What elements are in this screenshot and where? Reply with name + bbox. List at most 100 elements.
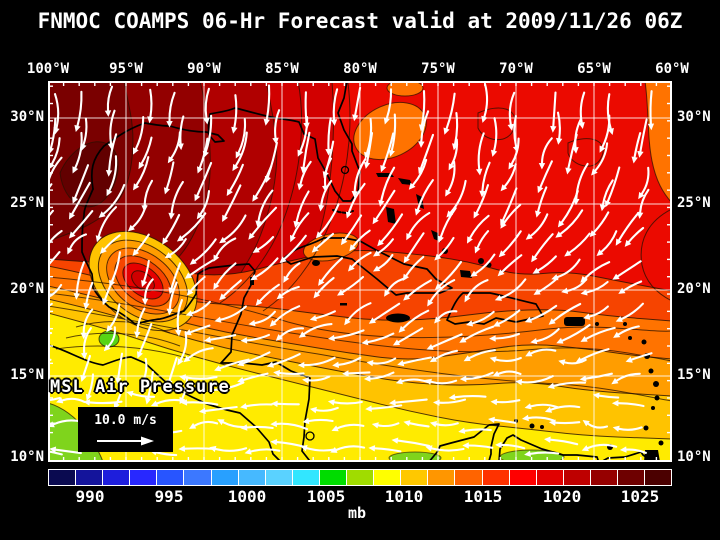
wind-scale-arrow-icon bbox=[97, 436, 154, 446]
lat-label: 30°N bbox=[10, 109, 44, 125]
wind-arrow-head bbox=[269, 319, 277, 327]
wind-arrow bbox=[467, 444, 494, 449]
wind-arrow-head bbox=[197, 166, 203, 174]
wind-arrow-head bbox=[213, 254, 220, 262]
wind-arrow bbox=[598, 394, 620, 399]
wind-arrow bbox=[375, 189, 396, 220]
wind-arrow-head bbox=[255, 298, 263, 306]
wind-arrow bbox=[437, 236, 455, 258]
wind-arrow-head bbox=[177, 358, 184, 366]
colorbar-cell bbox=[292, 470, 319, 485]
wind-arrow bbox=[556, 111, 561, 140]
colorbar-cell bbox=[103, 470, 130, 485]
wind-arrow bbox=[209, 334, 237, 341]
wind-arrow bbox=[380, 213, 404, 243]
wind-arrow bbox=[168, 357, 178, 382]
wind-arrow bbox=[106, 85, 114, 112]
wind-arrow bbox=[552, 381, 587, 387]
wind-arrow bbox=[586, 443, 618, 450]
wind-arrow bbox=[431, 333, 463, 348]
wind-arrow-head bbox=[217, 419, 225, 426]
wind-arrow bbox=[563, 358, 587, 365]
wind-arrow bbox=[274, 109, 281, 140]
wind-arrow-head bbox=[581, 445, 589, 452]
wind-arrow bbox=[275, 422, 309, 431]
wind-arrow bbox=[320, 257, 344, 282]
wind-arrow-head bbox=[498, 250, 506, 258]
wind-arrow bbox=[332, 88, 339, 121]
wind-arrow bbox=[333, 400, 363, 405]
wind-arrow-head bbox=[331, 425, 339, 432]
wind-arrow-head bbox=[186, 288, 194, 296]
wind-arrow-head bbox=[497, 269, 505, 277]
wind-arrow bbox=[537, 186, 548, 213]
wind-arrow-head bbox=[244, 448, 252, 455]
wind-arrow bbox=[420, 89, 426, 126]
wind-arrow bbox=[212, 381, 245, 392]
wind-arrow bbox=[554, 421, 581, 425]
wind-arrow bbox=[465, 371, 494, 380]
colorbar-tick-label: 1000 bbox=[227, 487, 267, 506]
wind-arrow-head bbox=[565, 167, 572, 175]
wind-arrow bbox=[276, 402, 300, 406]
wind-arrow bbox=[430, 379, 458, 385]
wind-arrow-head bbox=[344, 318, 351, 326]
wind-arrow bbox=[303, 356, 336, 367]
wind-arrow bbox=[138, 323, 153, 354]
lon-label: 75°W bbox=[421, 61, 455, 77]
wind-arrow-head bbox=[196, 212, 204, 220]
wind-arrow bbox=[185, 401, 219, 406]
wind-arrow-head bbox=[95, 235, 102, 243]
wind-arrow bbox=[103, 234, 121, 251]
wind-arrow bbox=[223, 214, 247, 241]
wind-arrow-head bbox=[235, 151, 242, 159]
wind-arrow-head bbox=[458, 427, 466, 434]
wind-arrow-head bbox=[492, 370, 500, 377]
wind-arrow-head bbox=[531, 255, 538, 263]
wind-arrow-head bbox=[564, 250, 572, 257]
wind-arrow bbox=[463, 428, 492, 432]
colorbar-tick-label: 990 bbox=[75, 487, 105, 506]
wind-arrow-head bbox=[147, 116, 154, 124]
lon-label: 85°W bbox=[265, 61, 299, 77]
wind-arrow bbox=[538, 277, 559, 293]
wind-vector-arrows bbox=[48, 82, 655, 457]
wind-arrow-head bbox=[283, 275, 290, 283]
wind-arrow bbox=[405, 255, 425, 277]
wind-arrow-head bbox=[189, 422, 197, 429]
wind-arrow bbox=[343, 214, 363, 241]
wind-arrow bbox=[438, 398, 467, 404]
wind-arrow-head bbox=[591, 168, 598, 176]
wind-arrow-head bbox=[473, 211, 480, 219]
wind-arrow bbox=[302, 131, 311, 169]
wind-arrow-head bbox=[48, 162, 55, 170]
colorbar-cell bbox=[617, 470, 645, 485]
wind-arrow bbox=[193, 420, 219, 427]
wind-arrow bbox=[574, 117, 582, 149]
wind-arrow bbox=[540, 137, 553, 165]
wind-arrow bbox=[176, 299, 183, 332]
wind-arrow bbox=[258, 283, 280, 302]
wind-arrow-head bbox=[434, 316, 441, 324]
wind-arrow bbox=[353, 157, 367, 193]
wind-arrow bbox=[279, 327, 305, 338]
wind-arrow-head bbox=[98, 211, 106, 218]
wind-arrow bbox=[198, 137, 209, 169]
lat-label: 25°N bbox=[10, 195, 44, 211]
wind-arrow-head bbox=[167, 156, 175, 164]
wind-arrow-head bbox=[297, 183, 304, 191]
lat-label: 15°N bbox=[10, 367, 44, 383]
wind-arrow bbox=[580, 348, 610, 361]
colorbar-tick-label: 1025 bbox=[620, 487, 660, 506]
lon-label: 100°W bbox=[26, 61, 70, 77]
wind-arrow bbox=[400, 378, 430, 384]
wind-arrow-head bbox=[184, 272, 192, 279]
wind-arrow-head bbox=[544, 406, 553, 413]
wind-arrow-head bbox=[459, 375, 467, 383]
wind-arrow-head bbox=[515, 378, 523, 386]
wind-arrow bbox=[48, 229, 63, 247]
wind-arrow-head bbox=[557, 220, 565, 228]
wind-arrow-head bbox=[327, 399, 335, 406]
wind-arrow bbox=[75, 261, 86, 295]
